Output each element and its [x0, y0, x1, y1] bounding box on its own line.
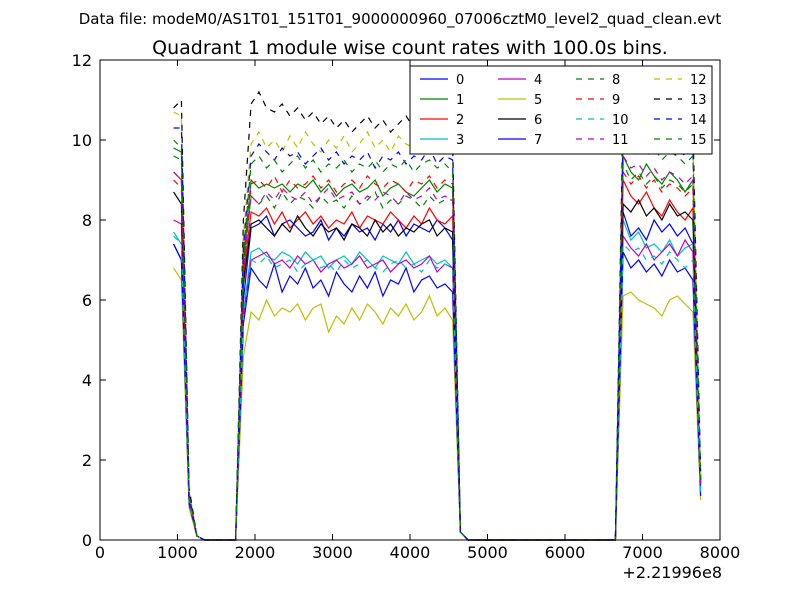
legend-label-4: 4	[534, 73, 542, 88]
x-offset-label: +2.21996e8	[622, 563, 722, 582]
legend-label-12: 12	[690, 73, 707, 88]
series-line-11	[173, 154, 702, 541]
x-tick-label: 3000	[312, 543, 353, 562]
y-tick-label: 0	[82, 531, 92, 550]
legend-frame	[409, 65, 713, 155]
legend-label-1: 1	[456, 93, 464, 108]
y-tick-label: 4	[82, 371, 92, 390]
x-tick-label: 7000	[622, 543, 663, 562]
data-file-label: Data file: modeM0/AS1T01_151T01_90000009…	[79, 10, 722, 29]
legend-label-7: 7	[534, 133, 542, 148]
chart-title: Quadrant 1 module wise count rates with …	[152, 37, 668, 59]
legend-label-10: 10	[612, 113, 629, 128]
legend-label-15: 15	[690, 133, 707, 148]
series-line-8	[173, 155, 702, 541]
series-line-15	[173, 138, 702, 541]
axis-ticks: 0 1000 2000 3000 4000 5000 6000 7000 80000246810…	[72, 51, 741, 562]
x-tick-label: 0	[95, 543, 105, 562]
series-line-10	[173, 235, 702, 541]
legend-label-3: 3	[456, 133, 464, 148]
legend-label-14: 14	[690, 113, 707, 128]
x-tick-label: 8000	[700, 543, 741, 562]
legend-label-5: 5	[534, 93, 542, 108]
y-tick-label: 10	[72, 131, 92, 150]
x-tick-label: 5000	[467, 543, 508, 562]
x-tick-label: 2000	[235, 543, 276, 562]
legend-label-0: 0	[456, 73, 464, 88]
legend-label-2: 2	[456, 113, 464, 128]
y-tick-label: 2	[82, 451, 92, 470]
y-tick-label: 6	[82, 291, 92, 310]
legend-label-9: 9	[612, 93, 620, 108]
legend-label-13: 13	[690, 93, 707, 108]
x-tick-label: 4000	[390, 543, 431, 562]
legend-label-6: 6	[534, 113, 542, 128]
legend-label-11: 11	[612, 133, 629, 148]
x-tick-label: 6000	[545, 543, 586, 562]
x-tick-label: 1000	[157, 543, 198, 562]
legend-label-8: 8	[612, 73, 620, 88]
y-tick-label: 12	[72, 51, 92, 70]
y-tick-label: 8	[82, 211, 92, 230]
